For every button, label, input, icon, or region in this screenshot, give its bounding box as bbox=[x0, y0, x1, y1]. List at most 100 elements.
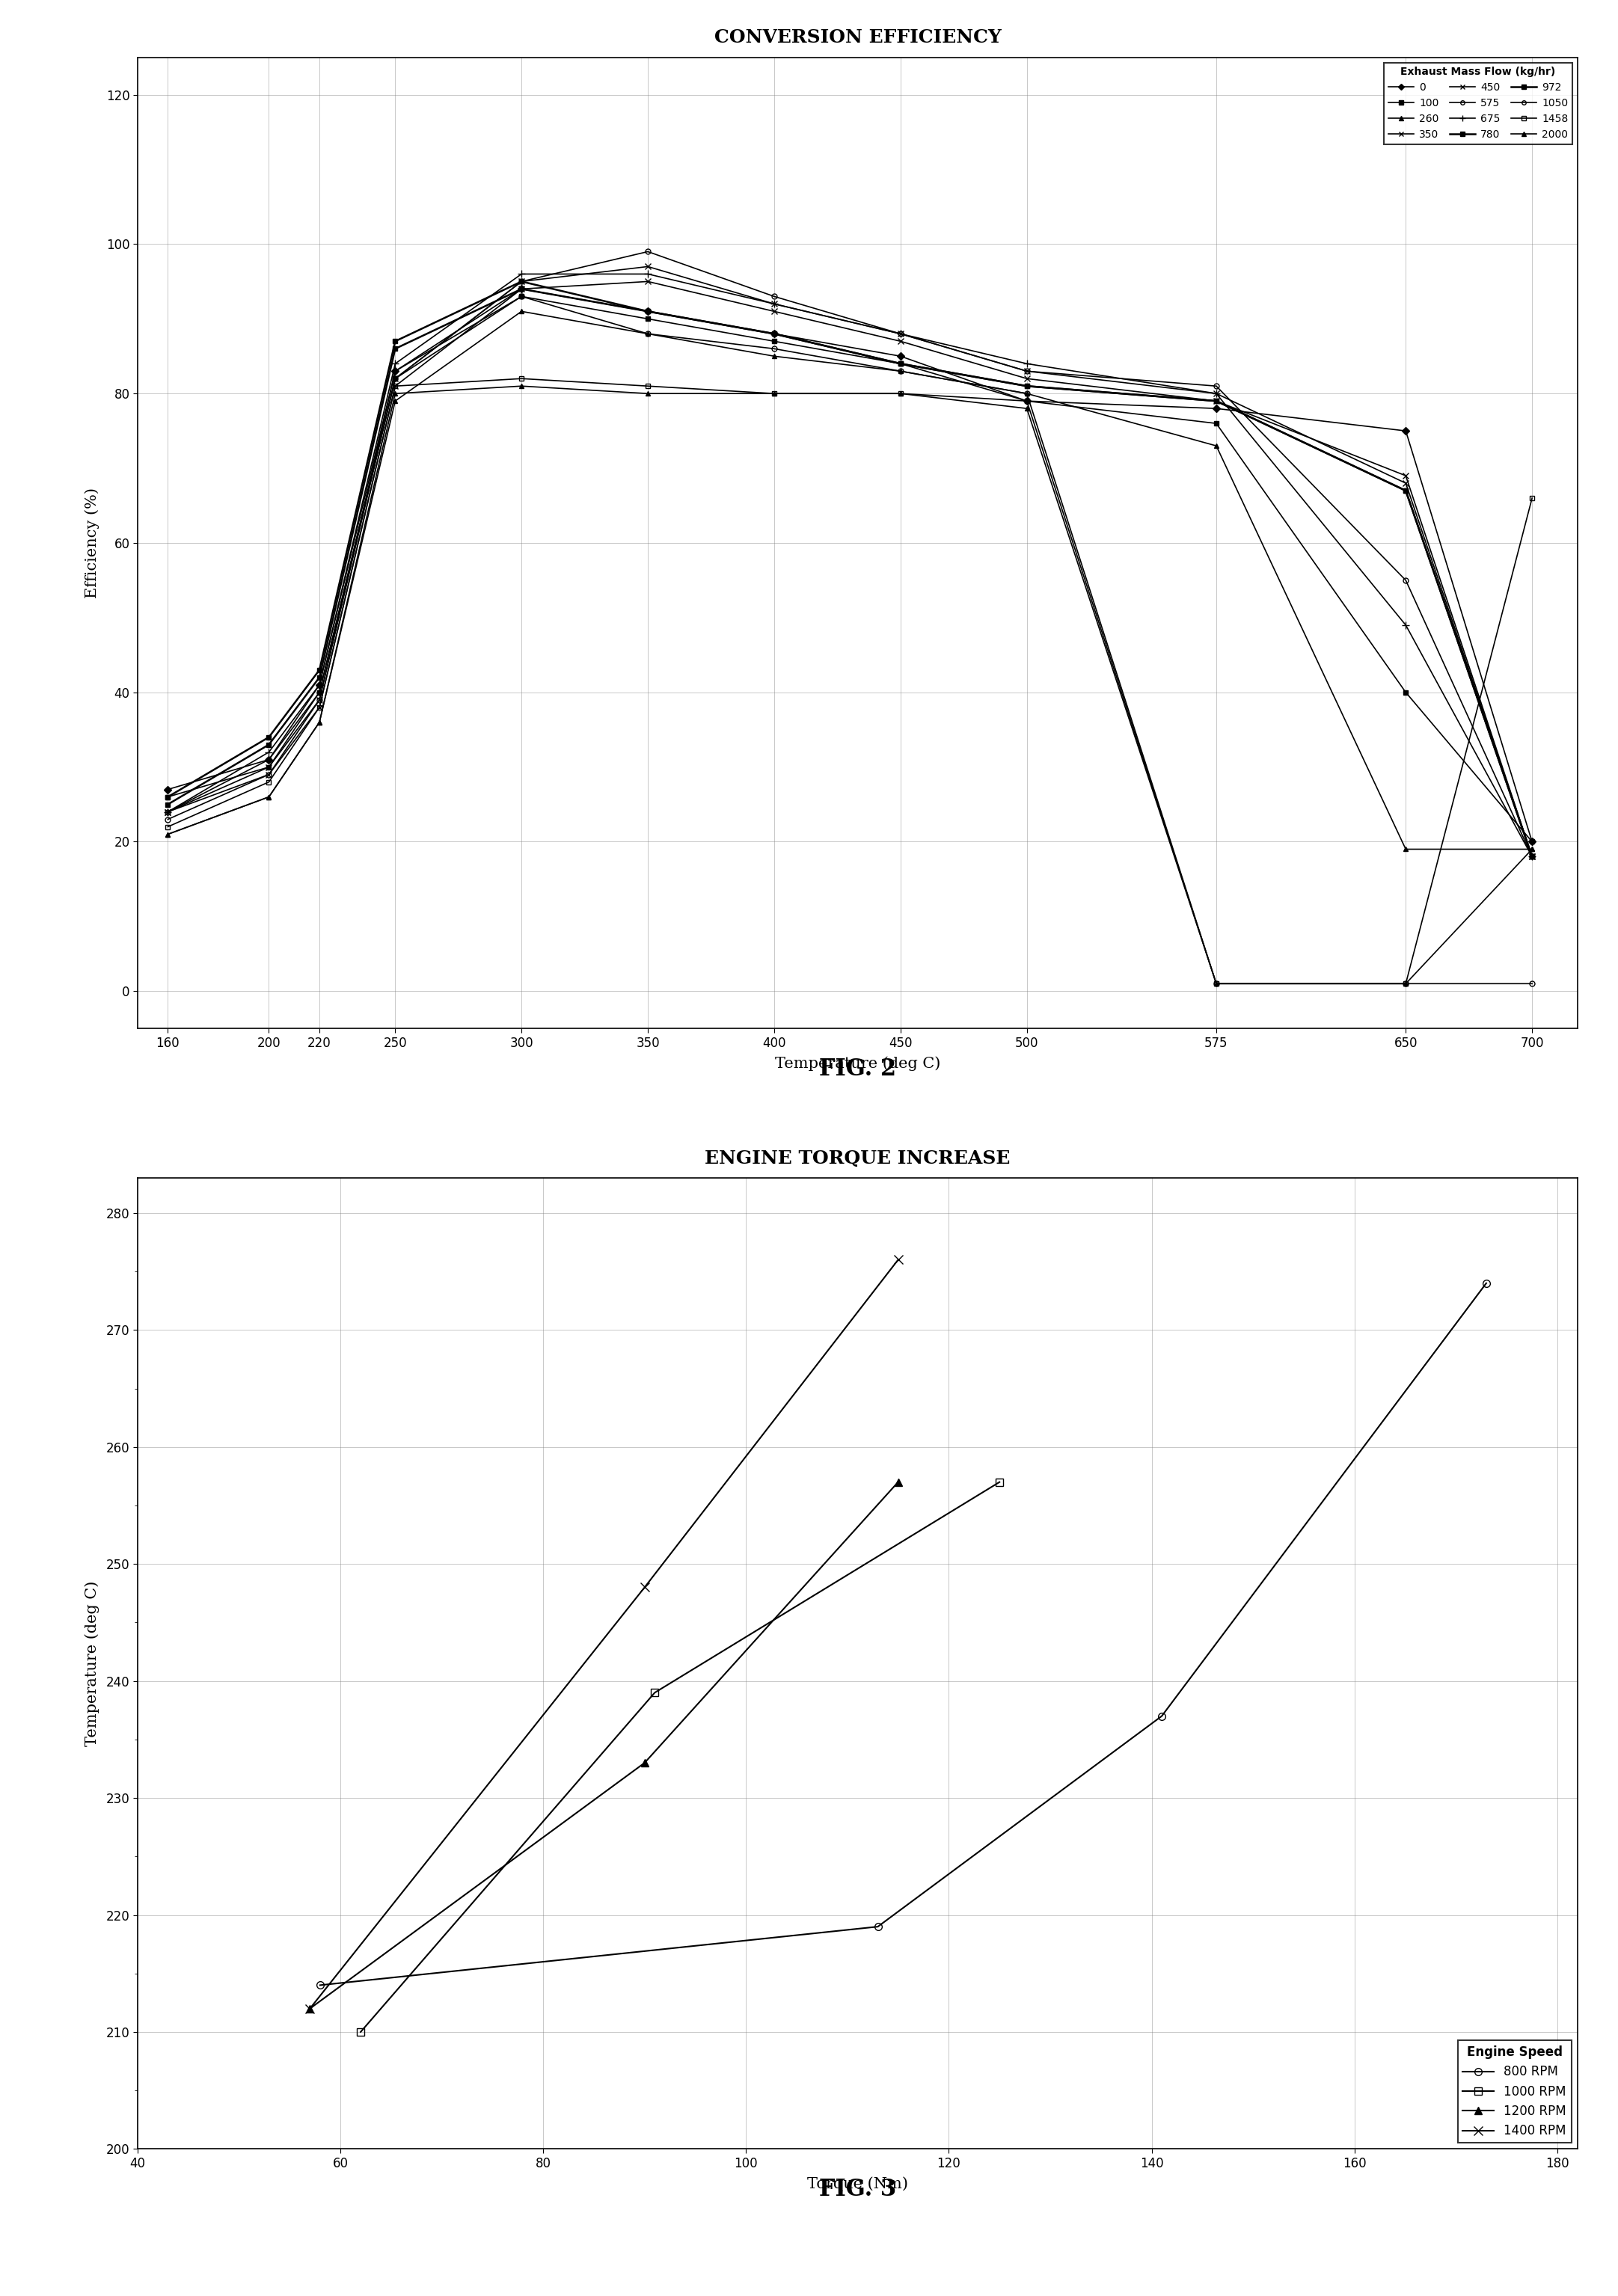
450 bbox=[259, 753, 278, 781]
260 bbox=[892, 358, 911, 386]
1050 bbox=[1207, 969, 1226, 996]
0 bbox=[764, 319, 783, 347]
2000 bbox=[637, 379, 657, 406]
972 bbox=[637, 298, 657, 326]
350 bbox=[1396, 461, 1416, 489]
Line: 350: 350 bbox=[165, 278, 1535, 859]
1458 bbox=[892, 379, 911, 406]
1458 bbox=[764, 379, 783, 406]
100 bbox=[1018, 388, 1037, 416]
972 bbox=[892, 349, 911, 377]
972 bbox=[385, 328, 404, 356]
1458 bbox=[309, 693, 328, 721]
260 bbox=[259, 783, 278, 810]
972 bbox=[1207, 388, 1226, 416]
Line: 972: 972 bbox=[165, 278, 1535, 859]
1200 RPM bbox=[301, 1995, 320, 2023]
450 bbox=[1018, 358, 1037, 386]
675 bbox=[1396, 611, 1416, 638]
100 bbox=[309, 680, 328, 707]
350 bbox=[385, 372, 404, 400]
1400 RPM bbox=[888, 1247, 908, 1274]
260 bbox=[1523, 836, 1542, 863]
Line: 800 RPM: 800 RPM bbox=[317, 1279, 1490, 1988]
675 bbox=[1207, 379, 1226, 406]
780 bbox=[764, 319, 783, 347]
350 bbox=[259, 760, 278, 788]
1200 RPM bbox=[634, 1750, 654, 1777]
0 bbox=[1523, 829, 1542, 856]
100 bbox=[637, 305, 657, 333]
1050 bbox=[511, 282, 531, 310]
260 bbox=[1018, 379, 1037, 406]
Line: 675: 675 bbox=[163, 271, 1535, 861]
675 bbox=[511, 259, 531, 287]
260 bbox=[511, 298, 531, 326]
Line: 1000 RPM: 1000 RPM bbox=[358, 1479, 1003, 2037]
1050 bbox=[385, 358, 404, 386]
X-axis label: Temperature (deg C): Temperature (deg C) bbox=[775, 1056, 940, 1070]
2000 bbox=[1018, 395, 1037, 422]
780 bbox=[309, 664, 328, 691]
575 bbox=[511, 269, 531, 296]
1000 RPM bbox=[646, 1678, 665, 1706]
260 bbox=[309, 709, 328, 737]
675 bbox=[259, 739, 278, 767]
450 bbox=[1207, 379, 1226, 406]
450 bbox=[309, 687, 328, 714]
1458 bbox=[259, 769, 278, 797]
450 bbox=[1523, 843, 1542, 870]
1050 bbox=[637, 319, 657, 347]
575 bbox=[1018, 358, 1037, 386]
100 bbox=[385, 365, 404, 393]
450 bbox=[637, 253, 657, 280]
1050 bbox=[764, 335, 783, 363]
2000 bbox=[309, 709, 328, 737]
1050 bbox=[309, 687, 328, 714]
Text: FIG. 2: FIG. 2 bbox=[819, 1056, 896, 1081]
450 bbox=[385, 365, 404, 393]
Y-axis label: Temperature (deg C): Temperature (deg C) bbox=[86, 1580, 100, 1747]
2000 bbox=[892, 379, 911, 406]
Legend: 0, 100, 260, 350, 450, 575, 675, 780, 972, 1050, 1458, 2000: 0, 100, 260, 350, 450, 575, 675, 780, 97… bbox=[1383, 62, 1573, 145]
Line: 260: 260 bbox=[165, 308, 1535, 852]
972 bbox=[1018, 372, 1037, 400]
450 bbox=[1396, 468, 1416, 496]
0 bbox=[1207, 395, 1226, 422]
575 bbox=[1396, 567, 1416, 595]
Line: 100: 100 bbox=[165, 294, 1535, 845]
780 bbox=[1523, 843, 1542, 870]
575 bbox=[1523, 843, 1542, 870]
0 bbox=[259, 746, 278, 774]
2000 bbox=[259, 783, 278, 810]
1050 bbox=[892, 358, 911, 386]
450 bbox=[511, 269, 531, 296]
780 bbox=[159, 790, 178, 817]
800 RPM bbox=[1152, 1701, 1171, 1729]
Title: CONVERSION EFFICIENCY: CONVERSION EFFICIENCY bbox=[714, 28, 1002, 46]
575 bbox=[1207, 372, 1226, 400]
450 bbox=[764, 289, 783, 317]
Line: 1400 RPM: 1400 RPM bbox=[306, 1256, 903, 2014]
2000 bbox=[764, 379, 783, 406]
Line: 1458: 1458 bbox=[165, 377, 1535, 987]
972 bbox=[159, 783, 178, 810]
780 bbox=[511, 276, 531, 303]
972 bbox=[1396, 478, 1416, 505]
Line: 1200 RPM: 1200 RPM bbox=[306, 1479, 901, 2011]
350 bbox=[511, 276, 531, 303]
1458 bbox=[385, 372, 404, 400]
0 bbox=[159, 776, 178, 804]
675 bbox=[309, 670, 328, 698]
Line: 450: 450 bbox=[165, 264, 1535, 859]
2000 bbox=[385, 379, 404, 406]
1458 bbox=[1207, 969, 1226, 996]
X-axis label: Torque (Nm): Torque (Nm) bbox=[807, 2177, 908, 2190]
0 bbox=[892, 342, 911, 370]
675 bbox=[1018, 349, 1037, 377]
675 bbox=[159, 799, 178, 827]
260 bbox=[1207, 432, 1226, 459]
1458 bbox=[637, 372, 657, 400]
Title: ENGINE TORQUE INCREASE: ENGINE TORQUE INCREASE bbox=[705, 1148, 1010, 1166]
100 bbox=[259, 753, 278, 781]
